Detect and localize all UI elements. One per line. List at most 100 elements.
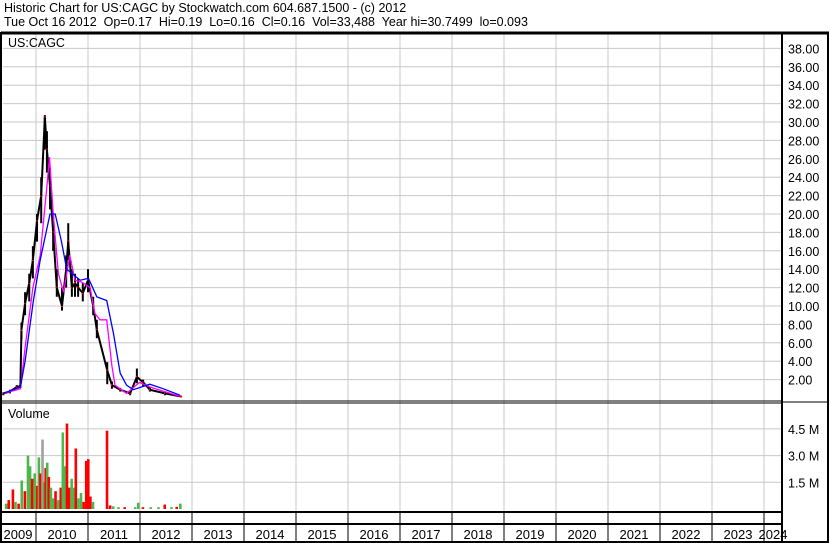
volume-bar: [179, 503, 182, 509]
volume-bar: [42, 482, 46, 509]
year-label: 2015: [308, 527, 337, 542]
volume-bar: [7, 500, 11, 509]
volume-bar: [65, 423, 69, 509]
volume-bar: [59, 487, 63, 509]
year-label: 2012: [152, 527, 181, 542]
symbol-label: US:CAGC: [8, 36, 65, 50]
price-segment: [20, 303, 27, 331]
volume-bar: [108, 505, 112, 509]
price-segment: [36, 195, 43, 221]
volume-tick-label: 1.5 M: [788, 476, 819, 490]
volume-bar: [26, 455, 30, 509]
volume-bar: [44, 468, 47, 509]
price-tick-label: 6.00: [788, 337, 812, 351]
volume-bar: [14, 501, 17, 509]
axis-labels: 2.00 4.00 6.00 8.00 10.00 12.00 14.00 16.00 18.0…: [4, 42, 820, 542]
price-tick-label: 22.00: [788, 190, 819, 204]
price-segment: [24, 282, 31, 304]
volume-bar: [17, 503, 20, 509]
price-tick-label: 28.00: [788, 134, 819, 148]
year-label: 2017: [412, 527, 441, 542]
price-bars: [2, 115, 183, 398]
price-segment: [49, 186, 55, 233]
volume-bar: [123, 507, 126, 509]
volume-bars: [4, 423, 182, 509]
volume-bar: [170, 507, 173, 509]
price-tick-label: 26.00: [788, 153, 819, 167]
year-label: 2021: [620, 527, 649, 542]
price-tick-label: 10.00: [788, 300, 819, 314]
volume-bar: [49, 487, 53, 509]
year-label: 2022: [672, 527, 701, 542]
volume-bar: [133, 507, 137, 509]
volume-bar: [11, 489, 15, 509]
price-segment: [31, 220, 39, 261]
volume-bar: [51, 498, 55, 509]
volume-bar: [56, 500, 60, 509]
price-tick-label: 30.00: [788, 116, 819, 130]
volume-bar: [67, 487, 71, 509]
quote-summary: Tue Oct 16 2012 Op=0.17 Hi=0.19 Lo=0.16 …: [4, 15, 528, 29]
price-tick-label: 34.00: [788, 79, 819, 93]
close-tick: [180, 395, 183, 398]
volume-bar: [136, 502, 140, 509]
volume-bar: [149, 507, 152, 509]
year-label: 2018: [464, 527, 493, 542]
volume-bar: [91, 501, 95, 509]
price-tick-label: 18.00: [788, 226, 819, 240]
volume-bar: [20, 480, 24, 509]
ma-long-line: [2, 213, 181, 396]
volume-bar: [41, 439, 44, 509]
year-label: 2014: [256, 527, 285, 542]
year-label: 2011: [100, 527, 128, 542]
volume-bar: [82, 501, 85, 509]
price-tick-label: 12.00: [788, 282, 819, 296]
price-segment: [52, 232, 58, 288]
year-label: 2023: [724, 527, 753, 542]
year-label: 2024: [759, 527, 788, 542]
price-tick-label: 2.00: [788, 374, 812, 388]
volume-bar: [70, 478, 73, 509]
price-segment: [129, 376, 138, 394]
price-segment: [111, 384, 121, 391]
volume-bar: [72, 487, 76, 509]
volume-bar: [87, 459, 90, 509]
price-tick-label: 14.00: [788, 263, 819, 277]
volume-bar: [74, 448, 78, 509]
year-label: 2013: [204, 527, 233, 542]
volume-bar: [54, 491, 57, 509]
year-label: 2009: [4, 527, 33, 542]
volume-bar: [23, 491, 27, 509]
price-tick-label: 24.00: [788, 171, 819, 185]
price-segment: [40, 117, 46, 196]
price-tick-label: 32.00: [788, 98, 819, 112]
ma-short-line: [3, 156, 181, 397]
chart-title: Historic Chart for US:CAGC by Stockwatch…: [4, 1, 407, 15]
close-tick: [31, 259, 34, 261]
volume-bar: [37, 457, 41, 509]
price-tick-label: 4.00: [788, 355, 812, 369]
volume-bar: [77, 498, 80, 509]
gridlines: [3, 34, 782, 524]
price-segment: [149, 388, 166, 395]
price-segment: [136, 376, 144, 384]
price-tick-label: 20.00: [788, 208, 819, 222]
year-label: 2019: [516, 527, 545, 542]
volume-bar: [141, 507, 145, 509]
price-segment: [55, 287, 63, 307]
volume-bar: [105, 430, 109, 509]
volume-bar: [117, 507, 120, 509]
price-tick-label: 36.00: [788, 61, 819, 75]
volume-tick-label: 4.5 M: [788, 423, 819, 437]
year-label: 2010: [48, 527, 77, 542]
volume-tick-label: 3.0 M: [788, 450, 819, 464]
price-segment: [19, 329, 23, 387]
volume-bar: [28, 466, 32, 509]
volume-bar: [36, 485, 39, 509]
volume-label: Volume: [8, 407, 50, 421]
volume-bar: [163, 504, 167, 509]
price-segment: [95, 329, 109, 371]
volume-bar: [89, 496, 92, 509]
